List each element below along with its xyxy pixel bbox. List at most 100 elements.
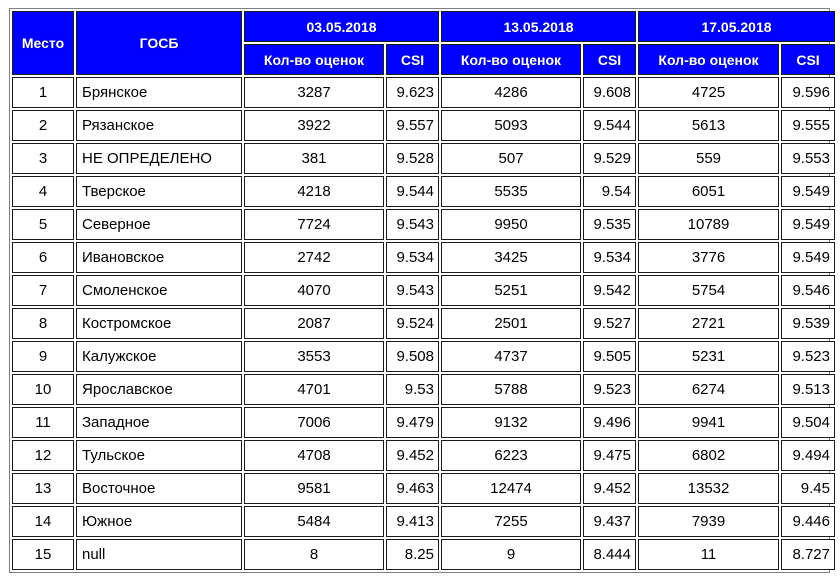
header-count-3: Кол-во оценок xyxy=(638,44,779,75)
csi-ranking-table: Место ГОСБ 03.05.2018 13.05.2018 17.05.2… xyxy=(10,9,837,572)
header-count-1: Кол-во оценок xyxy=(244,44,384,75)
gosb-name-cell: Северное xyxy=(76,209,242,240)
count-cell: 5093 xyxy=(441,110,581,141)
count-cell: 3922 xyxy=(244,110,384,141)
count-cell: 507 xyxy=(441,143,581,174)
table-row: 11 Западное 7006 9.479 9132 9.496 9941 9.504 xyxy=(12,407,835,438)
table-row: 10 Ярославское 4701 9.53 5788 9.523 6274 9.513 xyxy=(12,374,835,405)
table-header: Место ГОСБ 03.05.2018 13.05.2018 17.05.2… xyxy=(12,11,835,75)
count-cell: 6223 xyxy=(441,440,581,471)
count-cell: 5613 xyxy=(638,110,779,141)
count-cell: 559 xyxy=(638,143,779,174)
table-row: 12 Тульское 4708 9.452 6223 9.475 6802 9.494 xyxy=(12,440,835,471)
csi-cell: 9.496 xyxy=(583,407,636,438)
gosb-name-cell: Калужское xyxy=(76,341,242,372)
header-date-1: 03.05.2018 xyxy=(244,11,439,42)
count-cell: 8 xyxy=(244,539,384,570)
count-cell: 3425 xyxy=(441,242,581,273)
count-cell: 9132 xyxy=(441,407,581,438)
header-csi-2: CSI xyxy=(583,44,636,75)
csi-cell: 9.555 xyxy=(781,110,835,141)
count-cell: 5788 xyxy=(441,374,581,405)
csi-cell: 9.608 xyxy=(583,77,636,108)
csi-cell: 9.623 xyxy=(386,77,439,108)
csi-cell: 9.542 xyxy=(583,275,636,306)
header-csi-1: CSI xyxy=(386,44,439,75)
csi-cell: 9.504 xyxy=(781,407,835,438)
csi-cell: 9.513 xyxy=(781,374,835,405)
csi-cell: 9.437 xyxy=(583,506,636,537)
csi-cell: 9.413 xyxy=(386,506,439,537)
csi-cell: 9.523 xyxy=(583,374,636,405)
csi-cell: 9.446 xyxy=(781,506,835,537)
table-row: 14 Южное 5484 9.413 7255 9.437 7939 9.446 xyxy=(12,506,835,537)
count-cell: 3553 xyxy=(244,341,384,372)
count-cell: 4070 xyxy=(244,275,384,306)
place-cell: 10 xyxy=(12,374,74,405)
count-cell: 7255 xyxy=(441,506,581,537)
count-cell: 2742 xyxy=(244,242,384,273)
count-cell: 4218 xyxy=(244,176,384,207)
place-cell: 11 xyxy=(12,407,74,438)
table-row: 8 Костромское 2087 9.524 2501 9.527 2721 9.539 xyxy=(12,308,835,339)
table-row: 15 null 8 8.25 9 8.444 11 8.727 xyxy=(12,539,835,570)
count-cell: 5535 xyxy=(441,176,581,207)
table-row: 7 Смоленское 4070 9.543 5251 9.542 5754 9.546 xyxy=(12,275,835,306)
table-row: 4 Тверское 4218 9.544 5535 9.54 6051 9.549 xyxy=(12,176,835,207)
gosb-name-cell: null xyxy=(76,539,242,570)
gosb-name-cell: Ивановское xyxy=(76,242,242,273)
csi-cell: 9.463 xyxy=(386,473,439,504)
header-gosb: ГОСБ xyxy=(76,11,242,75)
count-cell: 4286 xyxy=(441,77,581,108)
count-cell: 10789 xyxy=(638,209,779,240)
count-cell: 9 xyxy=(441,539,581,570)
csi-cell: 8.25 xyxy=(386,539,439,570)
csi-cell: 9.553 xyxy=(781,143,835,174)
csi-cell: 9.452 xyxy=(386,440,439,471)
count-cell: 5754 xyxy=(638,275,779,306)
header-place: Место xyxy=(12,11,74,75)
count-cell: 12474 xyxy=(441,473,581,504)
count-cell: 2087 xyxy=(244,308,384,339)
csi-cell: 9.452 xyxy=(583,473,636,504)
csi-cell: 9.54 xyxy=(583,176,636,207)
place-cell: 1 xyxy=(12,77,74,108)
csi-cell: 9.524 xyxy=(386,308,439,339)
place-cell: 3 xyxy=(12,143,74,174)
count-cell: 7724 xyxy=(244,209,384,240)
place-cell: 6 xyxy=(12,242,74,273)
csi-cell: 9.527 xyxy=(583,308,636,339)
csi-cell: 9.494 xyxy=(781,440,835,471)
csi-cell: 9.528 xyxy=(386,143,439,174)
count-cell: 4708 xyxy=(244,440,384,471)
count-cell: 9950 xyxy=(441,209,581,240)
gosb-name-cell: Ярославское xyxy=(76,374,242,405)
count-cell: 2721 xyxy=(638,308,779,339)
csi-cell: 9.596 xyxy=(781,77,835,108)
csi-cell: 9.557 xyxy=(386,110,439,141)
place-cell: 13 xyxy=(12,473,74,504)
csi-cell: 9.546 xyxy=(781,275,835,306)
count-cell: 5231 xyxy=(638,341,779,372)
count-cell: 4737 xyxy=(441,341,581,372)
csi-cell: 9.508 xyxy=(386,341,439,372)
place-cell: 8 xyxy=(12,308,74,339)
table-row: 2 Рязанское 3922 9.557 5093 9.544 5613 9.555 xyxy=(12,110,835,141)
count-cell: 2501 xyxy=(441,308,581,339)
count-cell: 5251 xyxy=(441,275,581,306)
csi-cell: 9.505 xyxy=(583,341,636,372)
csi-cell: 9.53 xyxy=(386,374,439,405)
csi-cell: 9.523 xyxy=(781,341,835,372)
count-cell: 9941 xyxy=(638,407,779,438)
gosb-name-cell: Тверское xyxy=(76,176,242,207)
table-row: 13 Восточное 9581 9.463 12474 9.452 13532 9.45 xyxy=(12,473,835,504)
count-cell: 6051 xyxy=(638,176,779,207)
count-cell: 4725 xyxy=(638,77,779,108)
csi-cell: 9.549 xyxy=(781,176,835,207)
count-cell: 7006 xyxy=(244,407,384,438)
csi-cell: 9.549 xyxy=(781,209,835,240)
csi-cell: 9.534 xyxy=(583,242,636,273)
count-cell: 6274 xyxy=(638,374,779,405)
gosb-name-cell: Смоленское xyxy=(76,275,242,306)
count-cell: 7939 xyxy=(638,506,779,537)
